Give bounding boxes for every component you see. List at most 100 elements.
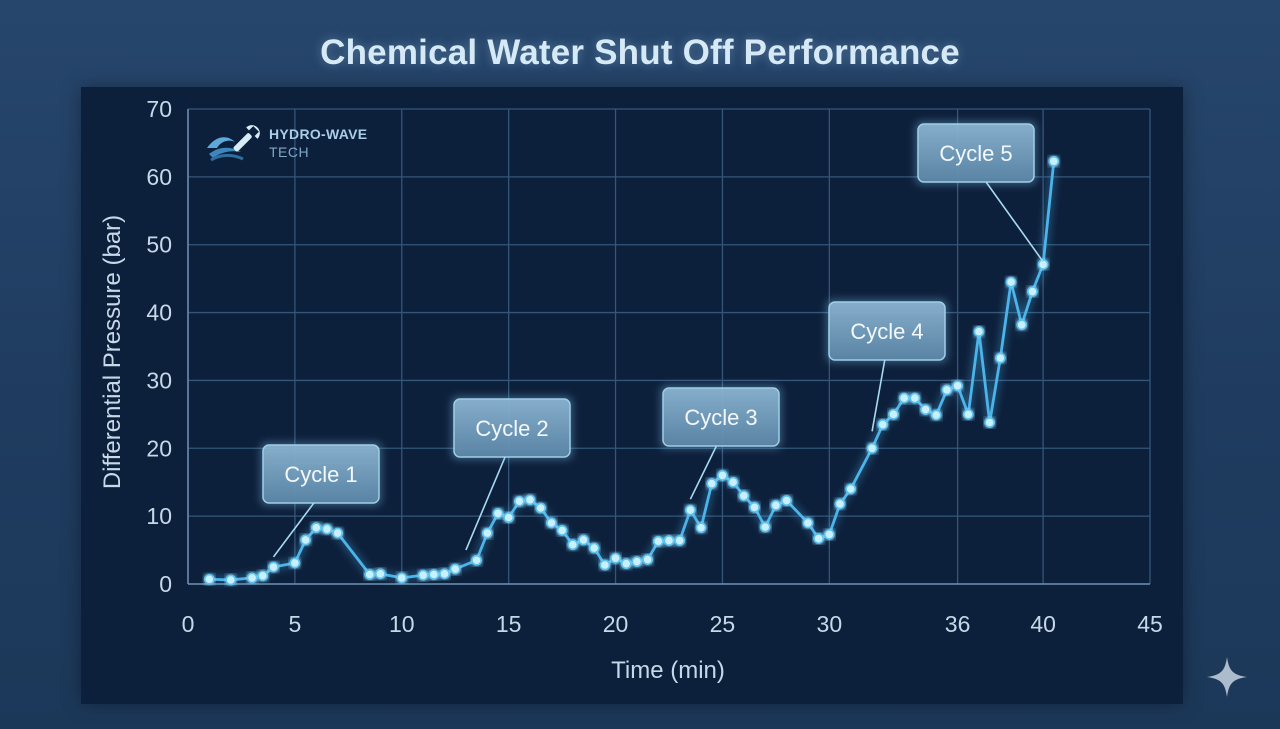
data-point (513, 495, 525, 507)
data-point (546, 517, 557, 529)
data-point (535, 502, 547, 514)
data-point (599, 559, 611, 571)
data-point (717, 470, 728, 481)
data-point (503, 512, 515, 523)
x-tick-label: 15 (496, 611, 522, 637)
brand-logo: HYDRO-WAVE TECH (205, 122, 405, 168)
x-tick-label: 36 (945, 611, 971, 637)
data-point (300, 534, 311, 546)
x-tick-label: 5 (288, 611, 301, 637)
chart-title: Chemical Water Shut Off Performance (320, 33, 960, 72)
callout-leader (985, 181, 1044, 263)
data-point (909, 392, 921, 404)
data-point (888, 408, 899, 420)
data-point (781, 495, 792, 506)
data-point (246, 572, 258, 584)
data-point (738, 490, 750, 502)
data-point (684, 504, 696, 516)
data-point (428, 569, 440, 580)
x-tick-label: 30 (817, 611, 843, 637)
series (203, 155, 1060, 586)
data-point (588, 542, 600, 554)
data-point (802, 517, 814, 529)
callout-label: Cycle 4 (850, 319, 923, 344)
callout-leader (871, 359, 886, 432)
x-tick-label: 25 (710, 611, 736, 637)
callout-box (662, 387, 780, 447)
data-point (663, 535, 675, 546)
brand-name: HYDRO-WAVE (269, 126, 368, 142)
data-point (813, 533, 825, 544)
y-tick-label: 50 (146, 232, 172, 258)
data-point (374, 568, 386, 580)
data-point (973, 326, 985, 337)
brand-subtitle: TECH (269, 144, 310, 160)
data-point (1016, 319, 1028, 331)
axes (187, 109, 1150, 585)
data-point (268, 561, 279, 573)
callout-box (828, 301, 946, 361)
data-point (1048, 155, 1060, 167)
data-point (952, 380, 963, 392)
callout-box (262, 444, 380, 504)
data-point (578, 534, 589, 546)
data-point (225, 574, 237, 586)
callout-label: Cycle 3 (684, 405, 757, 430)
data-point (984, 417, 996, 428)
callout-leader (272, 502, 315, 558)
data-point (727, 476, 739, 488)
x-tick-label: 0 (182, 611, 195, 637)
callout-label: Cycle 2 (475, 416, 548, 441)
data-point (941, 384, 953, 396)
y-tick-label: 60 (146, 164, 172, 190)
data-point (289, 557, 301, 569)
callout-label: Cycle 1 (284, 462, 357, 487)
data-point (364, 569, 376, 580)
data-point (834, 498, 846, 510)
data-point (396, 572, 408, 584)
callout-leader (465, 456, 506, 551)
data-point (321, 523, 333, 535)
data-point (492, 508, 504, 519)
data-point (524, 494, 536, 506)
data-point (332, 527, 344, 539)
series-line-glow (209, 160, 1058, 584)
data-point (652, 535, 664, 547)
data-point (1037, 258, 1049, 270)
data-point (823, 529, 835, 540)
data-point (620, 558, 632, 570)
data-point (845, 483, 857, 495)
y-tick-label: 30 (146, 367, 172, 393)
tick-labels: 0 5 10 15 20 25 30 36 40 45 0 10 20 30 40 50 60 70 (146, 96, 1162, 637)
data-point (1027, 286, 1038, 297)
data-point (898, 392, 910, 404)
data-point (567, 539, 579, 551)
data-point (556, 524, 568, 536)
series-line (209, 161, 1056, 582)
data-point (1005, 276, 1017, 288)
data-point (310, 522, 322, 534)
data-point (866, 442, 878, 454)
callout-leader (689, 445, 718, 500)
data-point (706, 478, 718, 489)
data-point (631, 556, 643, 568)
sparkle-icon (1207, 657, 1247, 697)
y-tick-label: 40 (146, 300, 172, 326)
data-point (749, 501, 760, 513)
data-point (471, 554, 482, 566)
data-point (449, 563, 461, 575)
y-tick-label: 70 (146, 96, 172, 122)
data-point (642, 554, 654, 565)
data-point (257, 570, 269, 582)
x-tick-label: 45 (1137, 611, 1163, 637)
y-tick-label: 0 (159, 571, 172, 597)
callout-box (453, 398, 571, 458)
data-point (759, 521, 771, 533)
y-tick-label: 20 (146, 435, 172, 461)
x-tick-label: 20 (603, 611, 629, 637)
callout-box (917, 123, 1035, 183)
data-point (770, 499, 782, 511)
wave-wrench-icon (207, 125, 260, 162)
annotations: Cycle 1 Cycle 2 Cycle 3 Cycle 4 Cycle 5 (260, 121, 1044, 558)
